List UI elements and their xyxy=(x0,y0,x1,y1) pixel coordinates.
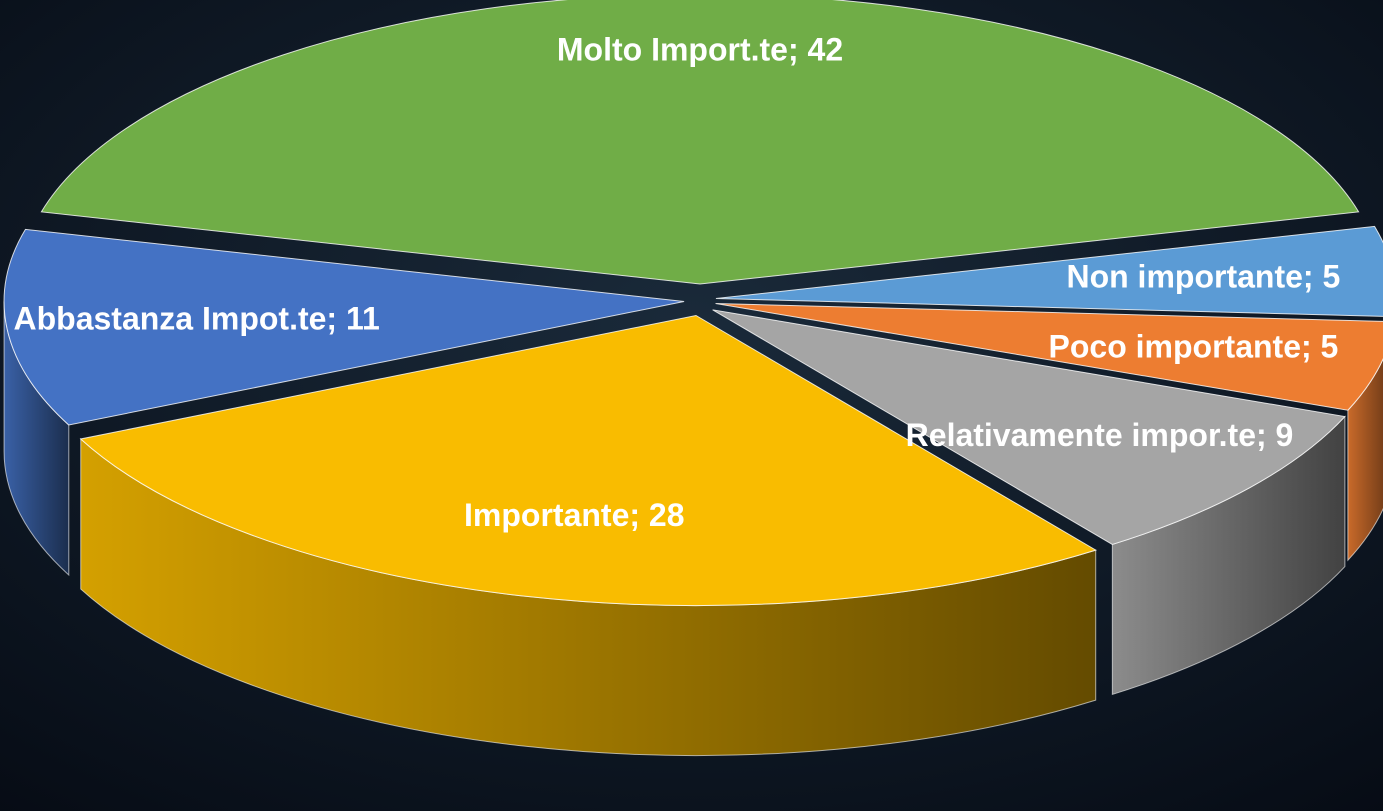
slice xyxy=(40,0,1360,285)
data-label: Molto Import.te; 42 xyxy=(557,31,843,67)
data-label: Poco importante; 5 xyxy=(1049,328,1339,364)
slice xyxy=(715,302,1383,411)
slice-side xyxy=(1347,357,1383,562)
slice xyxy=(79,314,1097,606)
data-label: Importante; 28 xyxy=(464,497,684,533)
data-label: Relativamente impor.te; 9 xyxy=(906,417,1294,453)
slice xyxy=(715,225,1383,317)
data-label: Abbastanza Impot.te; 11 xyxy=(13,301,379,337)
slice xyxy=(3,228,685,426)
data-label: Non importante; 5 xyxy=(1066,258,1340,294)
slice xyxy=(712,309,1346,545)
